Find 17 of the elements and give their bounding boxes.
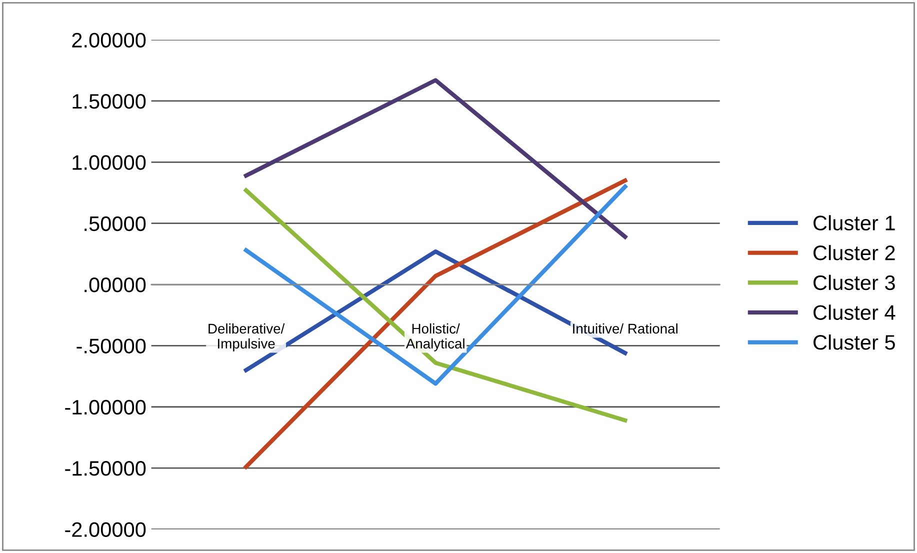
legend-label: Cluster 1 [814, 215, 895, 230]
y-tick-label: 1.00000 [72, 155, 146, 170]
y-tick-label: 1.50000 [72, 94, 146, 109]
y-tick-label: .00000 [84, 278, 146, 292]
x-tick-label: Deliberative/ Impulsive [208, 323, 285, 352]
y-tick-label: -.50000 [76, 338, 146, 354]
legend-label: Cluster 5 [814, 334, 895, 350]
y-tick-label: .50000 [84, 216, 146, 232]
y-tick-label: 2.00000 [72, 32, 146, 48]
legend-label: Cluster 2 [814, 244, 895, 260]
y-tick-label: -1.50000 [65, 461, 146, 476]
legend-label: Cluster 4 [814, 304, 896, 320]
x-tick-label: Holistic/ Analytical [406, 323, 464, 352]
legend-label: Cluster 3 [814, 274, 895, 290]
y-tick-label: -1.00000 [65, 400, 146, 415]
y-tick-label: -2.00000 [65, 522, 146, 537]
x-tick-label: Intuitive/ Rational [573, 323, 678, 334]
